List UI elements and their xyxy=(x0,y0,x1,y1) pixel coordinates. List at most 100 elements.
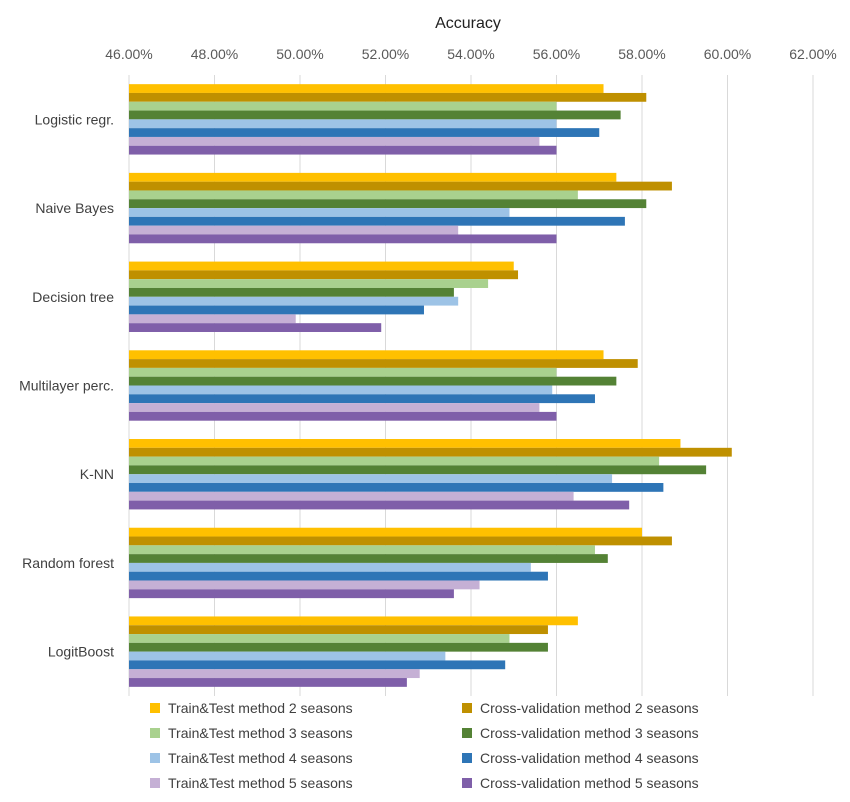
x-axis-ticks: 46.00% 48.00% 50.00% 52.00% 54.00% 56.00% 58.0… xyxy=(105,46,836,62)
bar xyxy=(129,314,296,324)
legend-swatch xyxy=(150,778,160,788)
legend-item: Cross-validation method 5 seasons xyxy=(462,775,699,791)
bar xyxy=(129,527,642,537)
bar xyxy=(129,84,604,93)
legend-item: Train&Test method 5 seasons xyxy=(150,775,353,791)
bar xyxy=(129,305,424,315)
legend-item: Cross-validation method 3 seasons xyxy=(462,725,699,741)
bar xyxy=(129,616,578,626)
legend-item: Train&Test method 4 seasons xyxy=(150,750,353,766)
legend-label: Train&Test method 3 seasons xyxy=(168,725,353,741)
bar xyxy=(129,92,647,102)
legend-swatch xyxy=(462,778,472,788)
y-category-label: Logistic regr. xyxy=(35,111,114,127)
bar xyxy=(129,136,540,146)
bar xyxy=(129,101,557,111)
x-tick-label: 56.00% xyxy=(533,46,580,62)
bar xyxy=(129,323,382,332)
chart-title: Accuracy xyxy=(435,15,501,32)
bar xyxy=(129,500,630,510)
bar xyxy=(129,350,604,360)
legend-swatch xyxy=(150,703,160,713)
y-category-label: LogitBoost xyxy=(48,644,114,660)
bar xyxy=(129,225,459,235)
bar xyxy=(129,491,574,501)
bar xyxy=(129,270,519,280)
bar xyxy=(129,190,578,200)
bar xyxy=(129,651,446,661)
bar xyxy=(129,536,672,546)
x-tick-label: 60.00% xyxy=(704,46,751,62)
bar xyxy=(129,580,480,590)
accuracy-bar-chart: Accuracy 46.00% 48.00% 50.00% 52.00% 54.00% 5… xyxy=(19,15,837,696)
bar xyxy=(129,394,595,404)
legend-item: Train&Test method 2 seasons xyxy=(150,700,353,716)
bar xyxy=(129,456,660,466)
bar xyxy=(129,261,514,271)
legend-label: Train&Test method 2 seasons xyxy=(168,700,353,716)
bar xyxy=(129,483,664,492)
x-tick-label: 48.00% xyxy=(191,46,238,62)
y-category-label: Multilayer perc. xyxy=(19,378,114,394)
legend-label: Train&Test method 5 seasons xyxy=(168,775,353,791)
bar xyxy=(129,571,548,581)
x-tick-label: 52.00% xyxy=(362,46,409,62)
bar xyxy=(129,385,553,395)
bar xyxy=(129,403,540,412)
bar xyxy=(129,234,557,244)
bar xyxy=(129,172,617,182)
bar xyxy=(129,562,531,572)
bar xyxy=(129,208,510,217)
legend-label: Cross-validation method 4 seasons xyxy=(480,750,699,766)
bar xyxy=(129,367,557,377)
bar xyxy=(129,145,557,155)
bar xyxy=(129,678,407,687)
legend-swatch xyxy=(462,703,472,713)
bar xyxy=(129,110,621,120)
bar xyxy=(129,279,489,288)
y-category-label: K-NN xyxy=(80,466,114,482)
y-axis-labels: Logistic regr. Naive Bayes Decision tree Mu… xyxy=(19,111,114,659)
bar xyxy=(129,119,557,129)
x-tick-label: 46.00% xyxy=(105,46,152,62)
bar xyxy=(129,447,732,457)
bar xyxy=(129,216,625,226)
bar xyxy=(129,128,600,137)
x-tick-label: 62.00% xyxy=(789,46,836,62)
y-category-label: Decision tree xyxy=(32,289,114,305)
bar xyxy=(129,625,548,635)
legend-swatch xyxy=(150,753,160,763)
bar xyxy=(129,545,595,555)
bar xyxy=(129,181,672,191)
legend-label: Train&Test method 4 seasons xyxy=(168,750,353,766)
legend-item: Train&Test method 3 seasons xyxy=(150,725,353,741)
bar xyxy=(129,199,647,209)
bar xyxy=(129,465,707,475)
bar xyxy=(129,376,617,386)
bar xyxy=(129,411,557,421)
legend-swatch xyxy=(150,728,160,738)
bar xyxy=(129,359,638,368)
x-tick-label: 50.00% xyxy=(276,46,323,62)
legend-swatch xyxy=(462,753,472,763)
bar xyxy=(129,439,681,448)
y-category-label: Random forest xyxy=(22,555,114,571)
legend-item: Cross-validation method 2 seasons xyxy=(462,700,699,716)
bar xyxy=(129,669,420,679)
bar xyxy=(129,589,454,599)
legend-item: Cross-validation method 4 seasons xyxy=(462,750,699,766)
legend-label: Cross-validation method 3 seasons xyxy=(480,725,699,741)
legend-swatch xyxy=(462,728,472,738)
legend-label: Cross-validation method 2 seasons xyxy=(480,700,699,716)
x-tick-label: 54.00% xyxy=(447,46,494,62)
legend-label: Cross-validation method 5 seasons xyxy=(480,775,699,791)
bars xyxy=(129,84,732,687)
bar xyxy=(129,287,454,297)
x-tick-label: 58.00% xyxy=(618,46,665,62)
bar xyxy=(129,554,608,563)
bar xyxy=(129,296,459,306)
bar xyxy=(129,660,506,670)
bar xyxy=(129,634,510,643)
bar xyxy=(129,642,548,652)
y-category-label: Naive Bayes xyxy=(35,200,114,216)
